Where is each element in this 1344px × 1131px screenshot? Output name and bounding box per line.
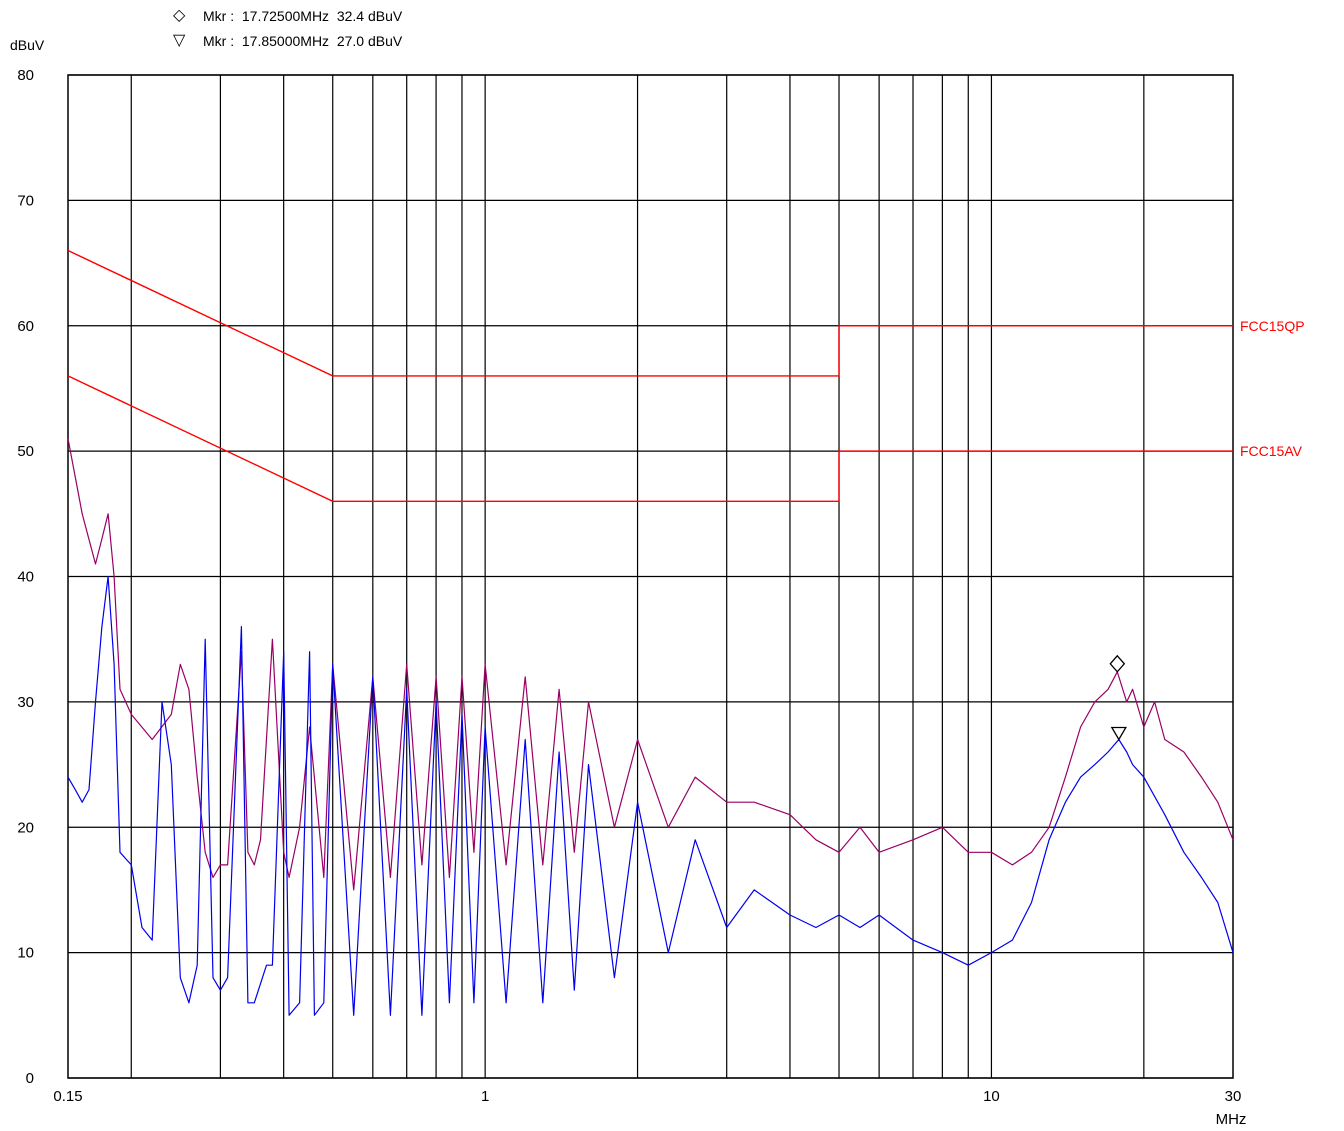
series-line [67, 575, 1234, 1016]
limit-lines: FCC15QP FCC15AV [67, 249, 1305, 502]
y-tick-label: 0 [26, 1070, 34, 1087]
marker-2-symbol: ▽ [173, 32, 186, 49]
y-axis-unit-label: dBuV [10, 37, 45, 53]
y-tick-label: 10 [17, 945, 34, 962]
x-tick-label: 10 [983, 1088, 1000, 1105]
marker-2-triangle [1110, 726, 1127, 741]
axis-labels: 0 10 20 30 40 50 60 70 80 0.15 1 10 30 MHz [17, 67, 1246, 1128]
x-tick-label: 1 [481, 1088, 489, 1105]
y-tick-label: 70 [17, 192, 34, 209]
marker-1-diamond [1109, 654, 1126, 673]
grid [67, 74, 1234, 1079]
y-tick-label: 20 [17, 819, 34, 836]
x-tick-label: 30 [1225, 1088, 1242, 1105]
y-tick-label: 60 [17, 318, 34, 335]
series-line [67, 438, 1234, 891]
y-tick-label: 30 [17, 694, 34, 711]
x-axis-unit-label: MHz [1216, 1111, 1247, 1128]
header: ◇ Mkr : 17.72500MHz 32.4 dBuV ▽ Mkr : 17… [0, 0, 1344, 60]
y-tick-label: 50 [17, 443, 34, 460]
marker-2-readout: Mkr : 17.85000MHz 27.0 dBuV [203, 33, 403, 49]
y-tick-label: 40 [17, 569, 34, 586]
limit-line [67, 375, 1233, 502]
marker-symbols [1109, 654, 1127, 741]
series-lines [67, 438, 1234, 1016]
limit-line [67, 249, 1233, 377]
limit-line-label: FCC15QP [1240, 318, 1305, 334]
marker-1-readout: Mkr : 17.72500MHz 32.4 dBuV [203, 8, 403, 24]
marker-1-symbol: ◇ [173, 7, 186, 24]
limit-line-label: FCC15AV [1240, 443, 1303, 459]
x-tick-label: 0.15 [53, 1088, 82, 1105]
y-tick-label: 80 [17, 67, 34, 84]
